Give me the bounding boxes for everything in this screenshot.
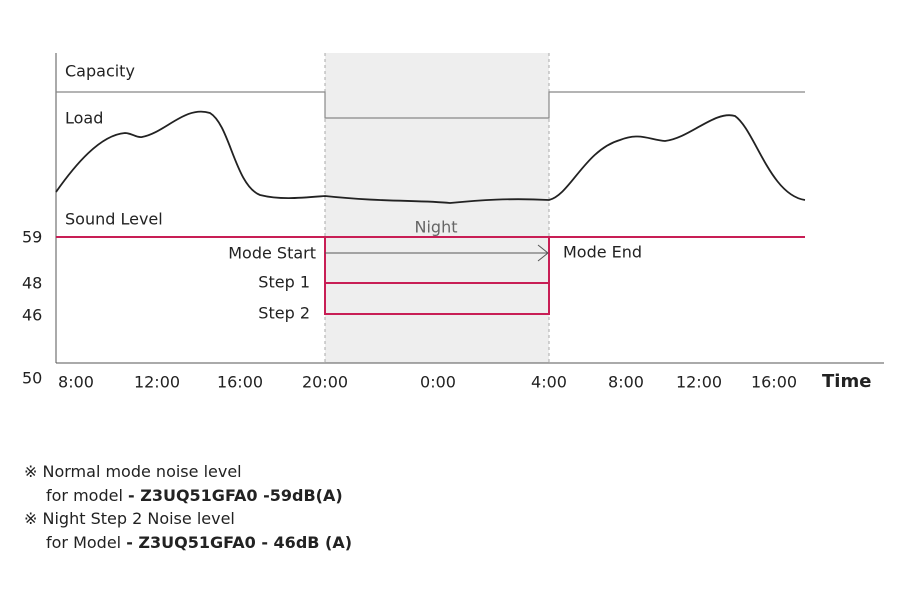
- x-label: 8:00: [58, 373, 94, 392]
- x-label: 16:00: [217, 373, 263, 392]
- diagram: Capacity Load Sound Level Night Mode Sta…: [22, 53, 884, 392]
- step2-label: Step 2: [258, 304, 310, 323]
- y-label: 46: [22, 306, 42, 325]
- night-label: Night: [415, 218, 458, 237]
- x-label: 8:00: [608, 373, 644, 392]
- y-label: 50: [22, 369, 42, 388]
- time-label: Time: [822, 371, 871, 392]
- x-label: 20:00: [302, 373, 348, 392]
- load-label: Load: [65, 109, 103, 128]
- note-line: for model - Z3UQ51GFA0 -59dB(A): [24, 484, 352, 508]
- note-title: ※ Night Step 2 Noise level: [24, 509, 235, 528]
- note-line: for Model - Z3UQ51GFA0 - 46dB (A): [24, 531, 352, 555]
- note-title: ※ Normal mode noise level: [24, 462, 242, 481]
- arrow-head: [537, 244, 549, 262]
- note-prefix: for Model: [46, 532, 127, 552]
- capacity-line: [56, 91, 805, 119]
- notes: ※ Normal mode noise level for model - Z3…: [24, 460, 352, 554]
- y-label: 48: [22, 274, 42, 293]
- x-label: 4:00: [531, 373, 567, 392]
- note-prefix: for model: [46, 485, 128, 505]
- note-model: - Z3UQ51GFA0 -59dB(A): [128, 485, 343, 505]
- x-label: 16:00: [751, 373, 797, 392]
- capacity-label: Capacity: [65, 62, 135, 81]
- x-label: 0:00: [420, 373, 456, 392]
- x-label: 12:00: [134, 373, 180, 392]
- x-label: 12:00: [676, 373, 722, 392]
- mode-end-label: Mode End: [563, 243, 642, 262]
- night-region: [325, 53, 549, 363]
- mode-start-label: Mode Start: [228, 244, 316, 263]
- load-curve: [55, 110, 806, 204]
- step1-label: Step 1: [258, 273, 310, 292]
- sound-level-label: Sound Level: [65, 210, 163, 229]
- y-label: 59: [22, 228, 42, 247]
- night-mode-box: [324, 236, 550, 315]
- note-model: - Z3UQ51GFA0 - 46dB (A): [126, 532, 353, 552]
